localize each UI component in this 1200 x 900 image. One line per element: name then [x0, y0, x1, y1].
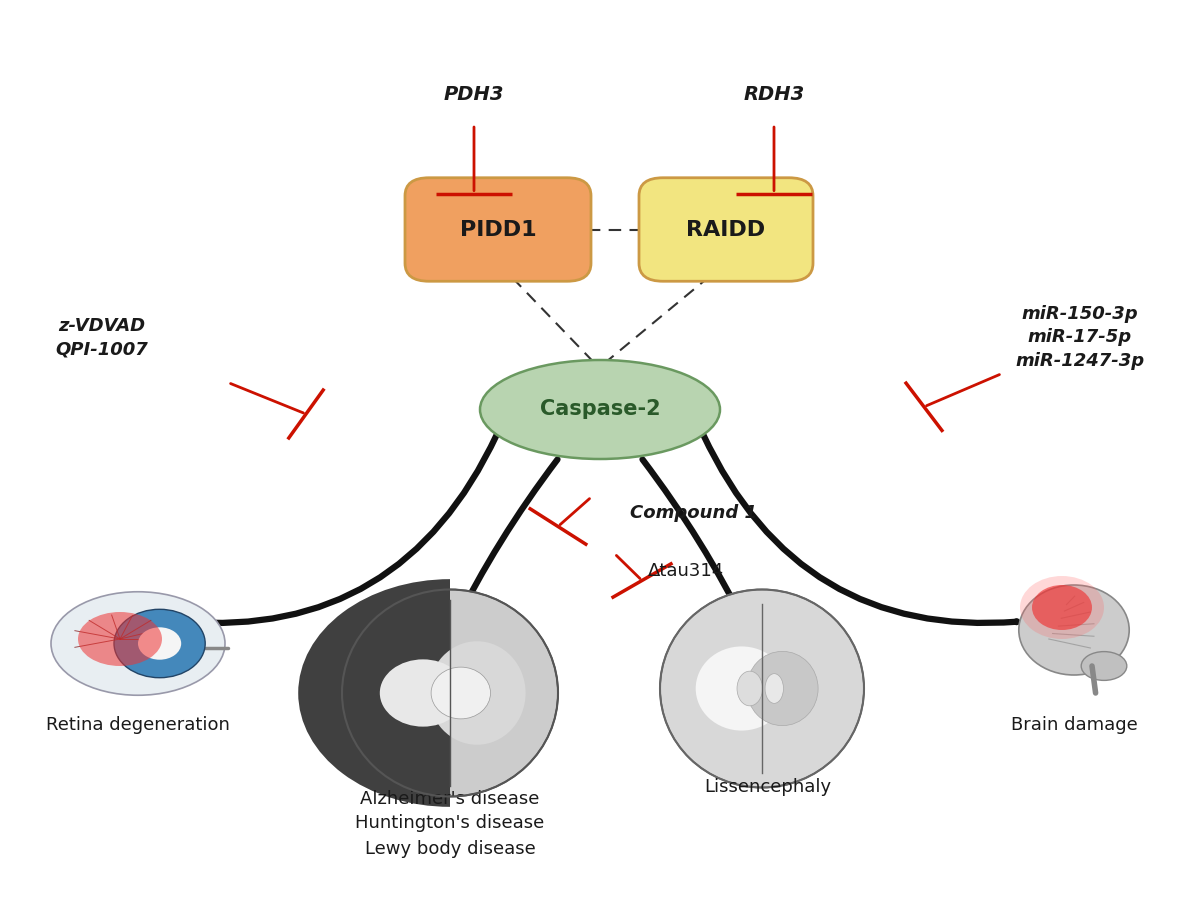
Ellipse shape [430, 600, 438, 607]
Ellipse shape [428, 641, 526, 745]
Text: Brain damage: Brain damage [1010, 716, 1138, 733]
Ellipse shape [431, 667, 491, 719]
Ellipse shape [342, 590, 558, 796]
Text: Δtau314: Δtau314 [648, 562, 725, 580]
Ellipse shape [353, 671, 361, 678]
Text: Lissencephaly: Lissencephaly [704, 778, 832, 796]
Text: RDH3: RDH3 [743, 85, 805, 104]
Circle shape [114, 609, 205, 678]
Text: Retina degeneration: Retina degeneration [46, 716, 230, 733]
Text: Alzheimer's disease
Huntington's disease
Lewy body disease: Alzheimer's disease Huntington's disease… [355, 789, 545, 858]
Ellipse shape [367, 639, 376, 644]
FancyArrowPatch shape [182, 435, 497, 623]
Ellipse shape [737, 671, 762, 706]
Ellipse shape [1019, 585, 1129, 675]
Text: PDH3: PDH3 [444, 85, 504, 104]
Ellipse shape [394, 614, 403, 619]
Ellipse shape [78, 612, 162, 666]
Circle shape [1032, 585, 1092, 630]
Text: PIDD1: PIDD1 [460, 220, 536, 239]
Ellipse shape [353, 708, 361, 715]
Circle shape [138, 627, 181, 660]
FancyBboxPatch shape [640, 178, 814, 281]
Text: miR-150-3p
miR-17-5p
miR-1247-3p: miR-150-3p miR-17-5p miR-1247-3p [1015, 305, 1145, 370]
Ellipse shape [379, 660, 466, 726]
Ellipse shape [766, 673, 784, 704]
FancyBboxPatch shape [404, 178, 590, 281]
Ellipse shape [50, 592, 226, 695]
Circle shape [1020, 576, 1104, 639]
FancyArrowPatch shape [642, 459, 746, 626]
Ellipse shape [660, 590, 864, 788]
Wedge shape [298, 580, 450, 807]
Ellipse shape [394, 767, 403, 772]
FancyArrowPatch shape [703, 435, 1018, 623]
Ellipse shape [367, 742, 376, 747]
Text: z-VDVAD
QPI-1007: z-VDVAD QPI-1007 [55, 317, 149, 358]
Text: Compound 1: Compound 1 [630, 504, 757, 522]
Ellipse shape [1081, 652, 1127, 680]
Ellipse shape [746, 652, 818, 725]
Ellipse shape [430, 779, 438, 786]
Ellipse shape [480, 360, 720, 459]
FancyArrowPatch shape [454, 459, 558, 626]
Text: RAIDD: RAIDD [686, 220, 766, 239]
Ellipse shape [696, 646, 787, 731]
Text: Caspase-2: Caspase-2 [540, 400, 660, 419]
